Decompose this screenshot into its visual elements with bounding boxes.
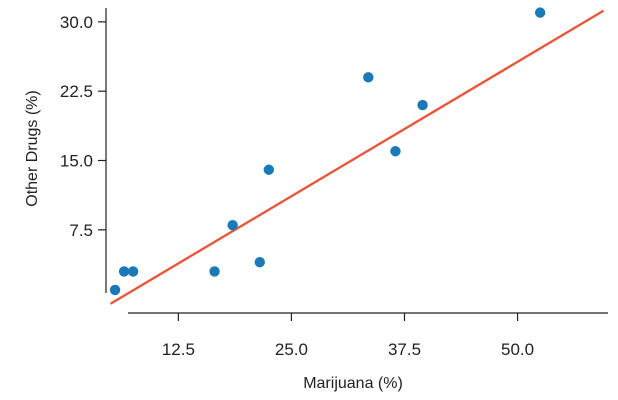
data-point: [254, 256, 265, 268]
data-point: [109, 284, 121, 296]
data-point: [390, 146, 401, 157]
y-tick-label: 22.5: [60, 82, 93, 101]
data-point: [363, 72, 374, 83]
x-ticks: 12.5 25.0 37.5 50.0: [162, 313, 534, 359]
x-tick-label: 12.5: [162, 340, 195, 359]
y-tick-label: 7.5: [69, 221, 93, 240]
data-point: [227, 219, 238, 231]
data-point: [534, 7, 546, 18]
y-ticks: 7.5 15.0 22.5 30.0: [60, 13, 106, 240]
axes: [105, 8, 608, 314]
data-point: [417, 99, 428, 111]
data-point: [209, 266, 220, 277]
x-tick-label: 50.0: [501, 340, 534, 359]
data-points: [109, 7, 546, 296]
data-point: [118, 266, 130, 277]
x-tick-label: 37.5: [388, 340, 421, 359]
data-point: [263, 164, 275, 175]
y-tick-label: 15.0: [60, 152, 93, 171]
x-axis-title: Marijuana (%): [303, 375, 403, 392]
y-tick-label: 30.0: [60, 13, 93, 32]
x-tick-label: 25.0: [275, 340, 308, 359]
regression-line: [109, 9, 605, 305]
data-point: [127, 266, 139, 277]
regression-layer: [109, 9, 605, 305]
y-axis-title: Other Drugs (%): [24, 90, 41, 206]
